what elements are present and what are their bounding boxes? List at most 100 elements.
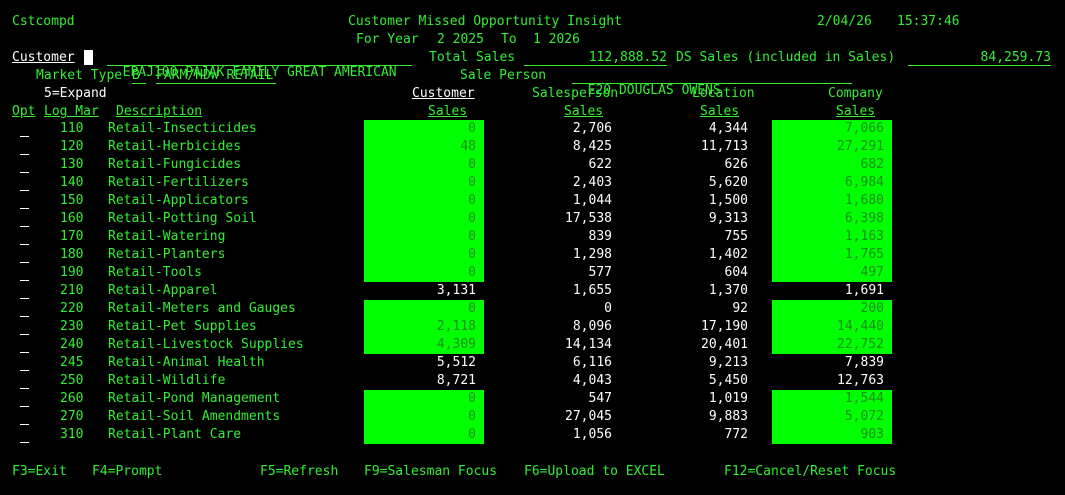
row-company-sales: 12,763 bbox=[837, 373, 884, 388]
row-option-field[interactable] bbox=[20, 351, 29, 353]
row-option-field[interactable] bbox=[20, 279, 29, 281]
row-customer-sales: 0 bbox=[468, 121, 476, 136]
row-location-sales: 5,620 bbox=[708, 175, 748, 190]
row-salesperson-sales: 547 bbox=[588, 391, 612, 406]
row-option-field[interactable] bbox=[20, 189, 29, 191]
options-legend: 5=Expand bbox=[44, 86, 107, 101]
col-company-bottom: Sales bbox=[836, 104, 876, 119]
row-company-sales: 903 bbox=[860, 427, 884, 442]
row-description: Retail-Planters bbox=[108, 247, 226, 262]
row-option-field[interactable] bbox=[20, 333, 29, 335]
row-option-field[interactable] bbox=[20, 315, 29, 317]
row-description: Retail-Herbicides bbox=[108, 139, 242, 154]
year-to: 1 2026 bbox=[533, 32, 580, 47]
row-log-mar: 150 bbox=[60, 193, 84, 208]
row-description: Retail-Wildlife bbox=[108, 373, 226, 388]
table-row: 180 Retail-Planters 0 1,298 1,402 1,765 bbox=[0, 246, 1065, 264]
row-option-field[interactable] bbox=[20, 225, 29, 227]
row-option-field[interactable] bbox=[20, 171, 29, 173]
row-description: Retail-Watering bbox=[108, 229, 226, 244]
row-log-mar: 245 bbox=[60, 355, 84, 370]
page-title: Customer Missed Opportunity Insight bbox=[348, 14, 622, 29]
market-type-label: Market Type bbox=[36, 68, 123, 83]
market-type-desc: FARM/HDW RETAIL bbox=[156, 68, 276, 84]
customer-sales-highlight bbox=[364, 300, 484, 354]
row-customer-sales: 0 bbox=[468, 391, 476, 406]
row-option-field[interactable] bbox=[20, 153, 29, 155]
table-row: 230 Retail-Pet Supplies 2,118 8,096 17,190 14… bbox=[0, 318, 1065, 336]
row-salesperson-sales: 8,096 bbox=[572, 319, 612, 334]
row-option-field[interactable] bbox=[20, 369, 29, 371]
table-row: 170 Retail-Watering 0 839 755 1,163 bbox=[0, 228, 1065, 246]
row-customer-sales: 0 bbox=[468, 409, 476, 424]
row-option-field[interactable] bbox=[20, 387, 29, 389]
row-salesperson-sales: 4,043 bbox=[572, 373, 612, 388]
row-log-mar: 160 bbox=[60, 211, 84, 226]
row-option-field[interactable] bbox=[20, 243, 29, 245]
row-company-sales: 200 bbox=[860, 301, 884, 316]
row-company-sales: 7,066 bbox=[844, 121, 884, 136]
row-description: Retail-Fertilizers bbox=[108, 175, 249, 190]
row-company-sales: 27,291 bbox=[837, 139, 884, 154]
customer-field[interactable]: EPAJ100 PAJAK FAMILY GREAT AMERICAN bbox=[107, 50, 412, 80]
f6-upload-excel-key[interactable]: F6=Upload to EXCEL bbox=[524, 464, 665, 479]
row-description: Retail-Fungicides bbox=[108, 157, 242, 172]
col-customer-top: Customer bbox=[412, 86, 475, 101]
row-customer-sales: 0 bbox=[468, 265, 476, 280]
row-customer-sales: 3,131 bbox=[436, 283, 476, 298]
row-option-field[interactable] bbox=[20, 207, 29, 209]
row-location-sales: 772 bbox=[724, 427, 748, 442]
row-salesperson-sales: 6,116 bbox=[572, 355, 612, 370]
table-row: 190 Retail-Tools 0 577 604 497 bbox=[0, 264, 1065, 282]
customer-name: PAJAK FAMILY GREAT AMERICAN bbox=[185, 65, 397, 80]
customer-code: EPAJ100 bbox=[122, 65, 178, 80]
row-salesperson-sales: 577 bbox=[588, 265, 612, 280]
row-option-field[interactable] bbox=[20, 441, 29, 443]
row-log-mar: 230 bbox=[60, 319, 84, 334]
sale-person-label: Sale Person bbox=[460, 68, 547, 83]
table-row: 150 Retail-Applicators 0 1,044 1,500 1,680 bbox=[0, 192, 1065, 210]
row-description: Retail-Plant Care bbox=[108, 427, 242, 442]
market-type-field[interactable]: B bbox=[132, 68, 146, 84]
row-log-mar: 190 bbox=[60, 265, 84, 280]
row-option-field[interactable] bbox=[20, 135, 29, 137]
total-sales-value: 112,888.52 bbox=[524, 50, 667, 66]
f3-exit-key[interactable]: F3=Exit bbox=[12, 464, 67, 479]
row-log-mar: 240 bbox=[60, 337, 84, 352]
row-location-sales: 4,344 bbox=[708, 121, 748, 136]
row-description: Retail-Applicators bbox=[108, 193, 249, 208]
ds-sales-label: DS Sales (included in Sales) bbox=[676, 50, 896, 65]
row-option-field[interactable] bbox=[20, 297, 29, 299]
table-row: 220 Retail-Meters and Gauges 0 0 92 200 bbox=[0, 300, 1065, 318]
row-location-sales: 626 bbox=[724, 157, 748, 172]
row-salesperson-sales: 8,425 bbox=[572, 139, 612, 154]
f5-refresh-key[interactable]: F5=Refresh bbox=[260, 464, 339, 479]
row-company-sales: 14,440 bbox=[837, 319, 884, 334]
f9-salesman-focus-key[interactable]: F9=Salesman Focus bbox=[364, 464, 498, 479]
sale-person-field[interactable]: E20 DOUGLAS OWENS bbox=[572, 68, 852, 98]
table-row: 310 Retail-Plant Care 0 1,056 772 903 bbox=[0, 426, 1065, 444]
row-company-sales: 6,398 bbox=[844, 211, 884, 226]
row-company-sales: 1,680 bbox=[844, 193, 884, 208]
row-company-sales: 497 bbox=[860, 265, 884, 280]
f12-cancel-reset-key[interactable]: F12=Cancel/Reset Focus bbox=[724, 464, 897, 479]
row-location-sales: 755 bbox=[724, 229, 748, 244]
sale-person-code: E20 bbox=[587, 83, 612, 98]
row-log-mar: 260 bbox=[60, 391, 84, 406]
table-row: 250 Retail-Wildlife 8,721 4,043 5,450 12,763 bbox=[0, 372, 1065, 390]
row-salesperson-sales: 1,298 bbox=[572, 247, 612, 262]
row-salesperson-sales: 14,134 bbox=[565, 337, 612, 352]
row-option-field[interactable] bbox=[20, 261, 29, 263]
f4-prompt-key[interactable]: F4=Prompt bbox=[92, 464, 163, 479]
row-company-sales: 682 bbox=[860, 157, 884, 172]
cursor[interactable] bbox=[84, 50, 93, 65]
row-customer-sales: 0 bbox=[468, 175, 476, 190]
row-salesperson-sales: 839 bbox=[588, 229, 612, 244]
col-description: Description bbox=[116, 104, 203, 119]
row-option-field[interactable] bbox=[20, 423, 29, 425]
company-sales-highlight bbox=[772, 120, 892, 282]
row-location-sales: 92 bbox=[732, 301, 748, 316]
row-customer-sales: 0 bbox=[468, 157, 476, 172]
row-customer-sales: 48 bbox=[460, 139, 476, 154]
row-option-field[interactable] bbox=[20, 405, 29, 407]
